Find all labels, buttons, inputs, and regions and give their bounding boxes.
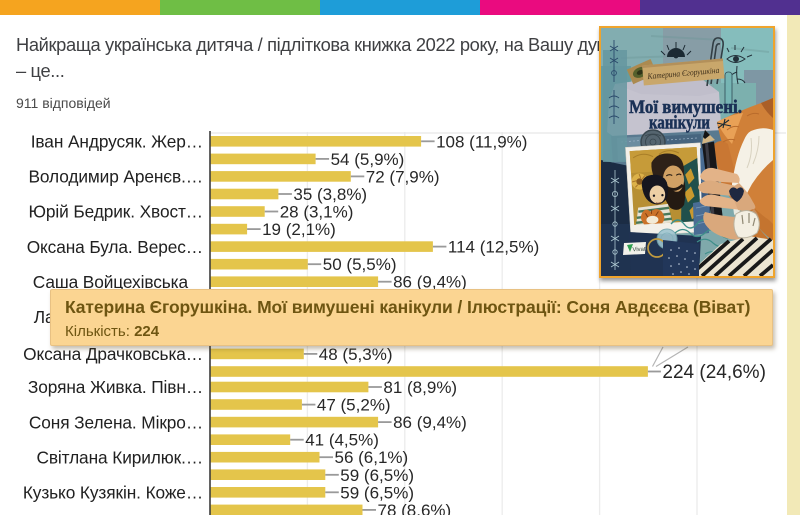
svg-text:56 (6,1%): 56 (6,1%)	[335, 448, 409, 467]
svg-text:Кузько Кузякін. Коже…: Кузько Кузякін. Коже…	[23, 483, 203, 503]
svg-text:Саша Войцехівська: Саша Войцехівська	[33, 272, 189, 292]
svg-text:Оксана Була. Верес…: Оксана Була. Верес…	[27, 237, 203, 257]
svg-text:108 (11,9%): 108 (11,9%)	[436, 132, 527, 151]
svg-text:Володимир Аренєв.…: Володимир Аренєв.…	[28, 167, 203, 187]
svg-text:Соня Зелена. Мікро…: Соня Зелена. Мікро…	[29, 412, 203, 432]
svg-text:Світлана Кирилюк.…: Світлана Кирилюк.…	[36, 447, 203, 467]
svg-text:Іван Андрусяк. Жер…: Іван Андрусяк. Жер…	[31, 132, 203, 152]
svg-text:канікули: канікули	[649, 114, 710, 134]
svg-text:Vivat: Vivat	[632, 247, 646, 253]
svg-text:28 (3,1%): 28 (3,1%)	[280, 203, 354, 222]
svg-text:35 (3,8%): 35 (3,8%)	[293, 185, 367, 204]
svg-text:Зоряна Живка. Півн…: Зоряна Живка. Півн…	[28, 377, 203, 397]
svg-text:48 (5,3%): 48 (5,3%)	[319, 345, 393, 364]
svg-text:224 (24,6%): 224 (24,6%)	[662, 362, 766, 383]
svg-text:54 (5,9%): 54 (5,9%)	[331, 150, 405, 169]
svg-text:41 (4,5%): 41 (4,5%)	[305, 431, 379, 450]
svg-text:Мої вимушені.: Мої вимушені.	[629, 98, 742, 118]
svg-text:81 (8,9%): 81 (8,9%)	[383, 378, 457, 397]
svg-text:19 (2,1%): 19 (2,1%)	[262, 220, 336, 239]
svg-text:47 (5,2%): 47 (5,2%)	[317, 396, 391, 415]
svg-text:59 (6,5%): 59 (6,5%)	[340, 483, 414, 502]
svg-text:86 (9,4%): 86 (9,4%)	[393, 413, 467, 432]
svg-text:86 (9,4%): 86 (9,4%)	[393, 273, 467, 292]
svg-text:59 (6,5%): 59 (6,5%)	[340, 466, 414, 485]
svg-text:72 (7,9%): 72 (7,9%)	[366, 167, 440, 186]
svg-text:78 (8,6%): 78 (8,6%)	[378, 501, 452, 515]
svg-text:50 (5,5%): 50 (5,5%)	[323, 255, 397, 274]
svg-text:114 (12,5%): 114 (12,5%)	[448, 238, 539, 257]
svg-text:Оксана Драчковська…: Оксана Драчковська…	[23, 344, 203, 364]
svg-text:Юрій Бедрик. Хвост…: Юрій Бедрик. Хвост…	[28, 202, 203, 222]
